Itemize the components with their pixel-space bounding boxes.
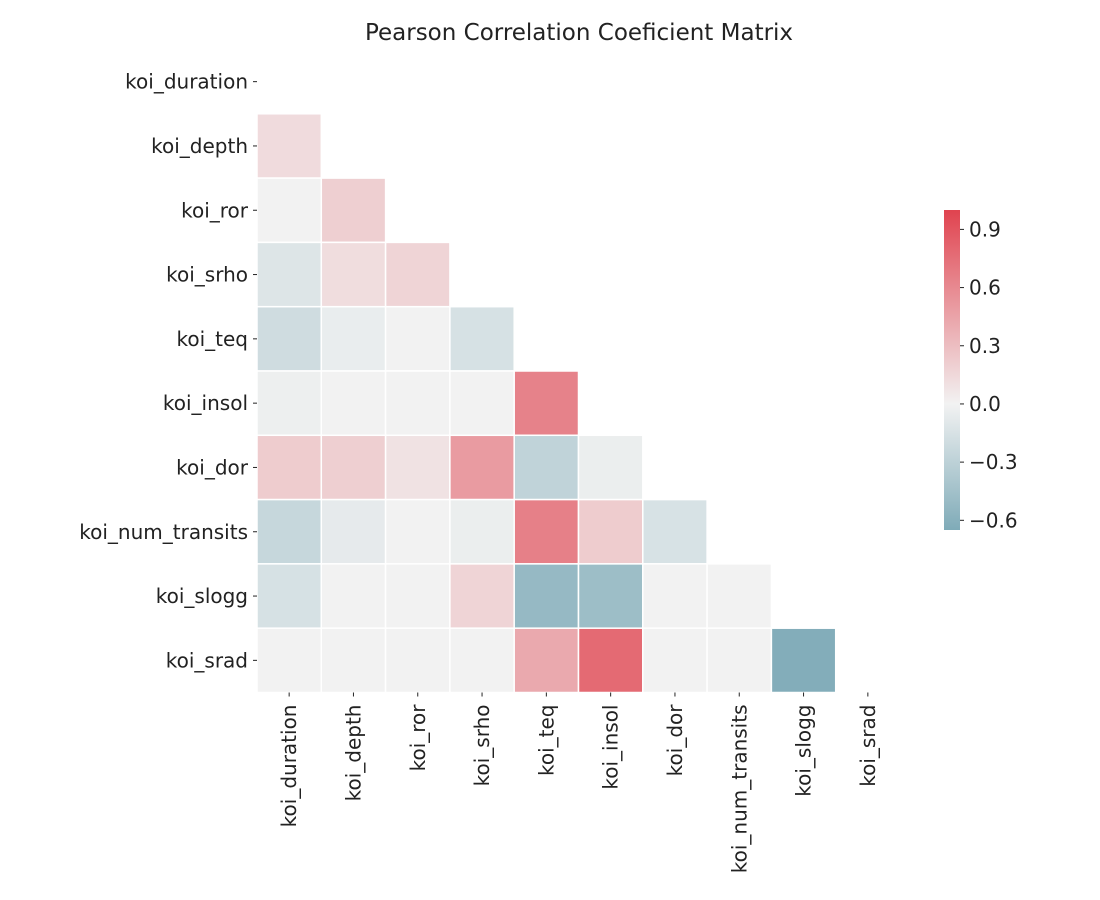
column-label: koi_srad [856,705,880,787]
heatmap-cell [449,370,515,437]
heatmap-cell [384,241,451,308]
heatmap-cell [320,177,387,244]
heatmap-cell [256,627,323,694]
heatmap-cell [320,627,387,694]
heatmap-cell [320,434,387,501]
heatmap-cell [449,434,515,501]
heatmap-cell [384,434,451,501]
heatmap-cell [449,305,515,372]
row-label: koi_insol [163,391,248,415]
heatmap-cell [320,563,387,629]
heatmap-cell [256,305,323,372]
column-label: koi_num_transits [727,705,751,874]
heatmap-cell [449,627,515,694]
colorbar-tick-label: −0.6 [969,508,1018,532]
heatmap-cell [642,498,708,565]
row-label: koi_dor [176,455,249,479]
heatmap-cell [513,434,580,501]
heatmap-cell [706,563,773,629]
heatmap-cell [256,241,323,308]
heatmap-cell [256,113,323,179]
heatmap-cell [384,370,451,437]
heatmap-cell [384,498,451,565]
row-tick-labels: koi_duration koi_depth koi_ror koi_srho koi_… [79,70,257,672]
heatmap-cell [577,563,644,629]
heatmap-cells [256,113,837,694]
column-tick-labels: koi_duration koi_depth koi_ror koi_srho koi_… [277,692,880,874]
row-label: koi_depth [151,134,248,158]
heatmap-cell [384,627,451,694]
row-label: koi_srad [166,648,248,672]
heatmap-cell [577,627,644,694]
heatmap-cell [642,627,708,694]
colorbar-ticks: 0.9 0.6 0.3 0.0 −0.3 −0.6 [960,217,1018,532]
heatmap-cell [513,563,580,629]
column-label: koi_duration [277,705,301,828]
column-label: koi_dor [663,704,687,777]
colorbar: 0.9 0.6 0.3 0.0 −0.3 −0.6 [944,210,1018,532]
row-label: koi_num_transits [79,520,248,544]
heatmap-cell [384,563,451,629]
heatmap-cell [577,434,644,501]
heatmap-cell [320,370,387,437]
column-label: koi_slogg [792,705,816,797]
colorbar-tick-label: −0.3 [969,450,1018,474]
heatmap-cell [384,305,451,372]
colorbar-tick-label: 0.0 [969,392,1001,416]
heatmap-cell [513,370,580,437]
row-label: koi_ror [181,198,249,222]
heatmap-cell [320,241,387,308]
row-label: koi_srho [166,263,248,287]
row-label: koi_teq [176,327,248,351]
heatmap-cell [642,563,708,629]
column-label: koi_insol [599,705,623,790]
heatmap-cell [256,563,323,629]
heatmap-cell [256,434,323,501]
heatmap-cell [513,498,580,565]
row-label: koi_slogg [156,584,248,608]
heatmap-cell [256,370,323,437]
heatmap-cell [320,498,387,565]
colorbar-tick-label: 0.9 [969,217,1001,241]
colorbar-gradient [944,210,960,530]
heatmap-cell [449,498,515,565]
heatmap-cell [256,498,323,565]
heatmap-cell [256,177,323,244]
heatmap-cell [449,563,515,629]
colorbar-tick-label: 0.6 [969,276,1001,300]
row-label: koi_duration [125,70,248,94]
heatmap-cell [513,627,580,694]
heatmap-cell [320,305,387,372]
heatmap-cell [577,498,644,565]
column-label: koi_depth [341,705,365,802]
chart-title: Pearson Correlation Coeficient Matrix [365,20,793,46]
heatmap-cell [770,627,837,694]
colorbar-tick-label: 0.3 [969,334,1001,358]
column-label: koi_teq [534,705,558,777]
column-label: koi_ror [406,704,430,772]
heatmap-cell [706,627,773,694]
column-label: koi_srho [470,705,494,787]
